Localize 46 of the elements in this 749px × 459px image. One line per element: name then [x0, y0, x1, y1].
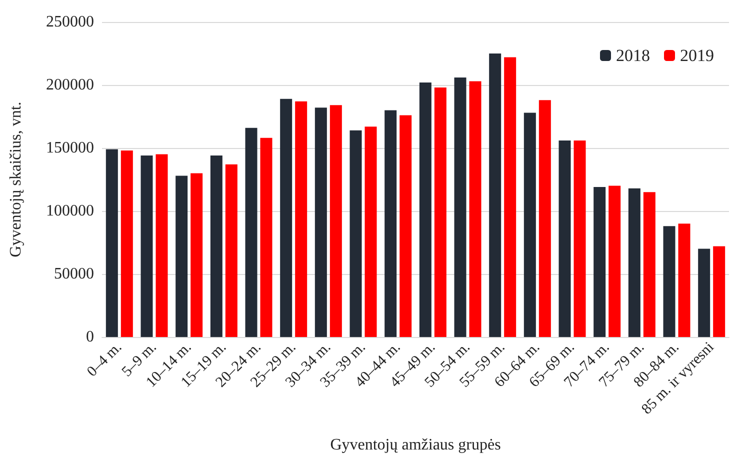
y-tick-label: 200000	[46, 76, 94, 94]
bar	[663, 226, 676, 337]
bar	[419, 82, 432, 337]
bar	[225, 164, 238, 337]
y-tick-label: 50000	[54, 266, 94, 282]
bar	[314, 108, 327, 337]
bar	[698, 248, 710, 337]
bar	[295, 101, 308, 337]
bar	[245, 128, 258, 337]
bar	[558, 140, 571, 337]
bar	[330, 105, 342, 337]
y-tick-label: 250000	[46, 14, 94, 30]
bar	[489, 54, 502, 337]
y-axis-title: Gyventojų skaičius, vnt.	[8, 102, 24, 258]
bar	[713, 246, 726, 337]
y-tick-label: 100000	[46, 202, 94, 220]
y-tick-label: 0	[86, 328, 94, 346]
bar	[434, 88, 446, 337]
bar	[594, 187, 606, 337]
bar	[190, 173, 203, 337]
bar	[678, 224, 690, 337]
bar	[350, 130, 362, 337]
bar	[106, 149, 118, 337]
bar	[280, 98, 292, 337]
bar	[469, 81, 482, 337]
bar	[120, 150, 133, 337]
bar	[176, 176, 188, 337]
bar	[538, 100, 551, 337]
bar	[140, 156, 153, 337]
bar	[400, 115, 412, 337]
bar	[628, 188, 640, 337]
legend-label: 2019	[680, 46, 714, 65]
bar	[260, 138, 272, 337]
legend-label: 2018	[616, 46, 650, 65]
bar	[504, 57, 516, 337]
bar	[364, 126, 377, 337]
bar	[210, 156, 222, 337]
bar	[643, 192, 656, 337]
bar	[454, 77, 466, 337]
bar	[608, 186, 621, 337]
x-axis-title: Gyventojų amžiaus grupės	[330, 436, 501, 454]
bar	[156, 154, 168, 337]
bar	[524, 112, 536, 337]
y-tick-label: 150000	[46, 140, 94, 156]
bar	[384, 110, 397, 337]
bar	[574, 140, 586, 337]
